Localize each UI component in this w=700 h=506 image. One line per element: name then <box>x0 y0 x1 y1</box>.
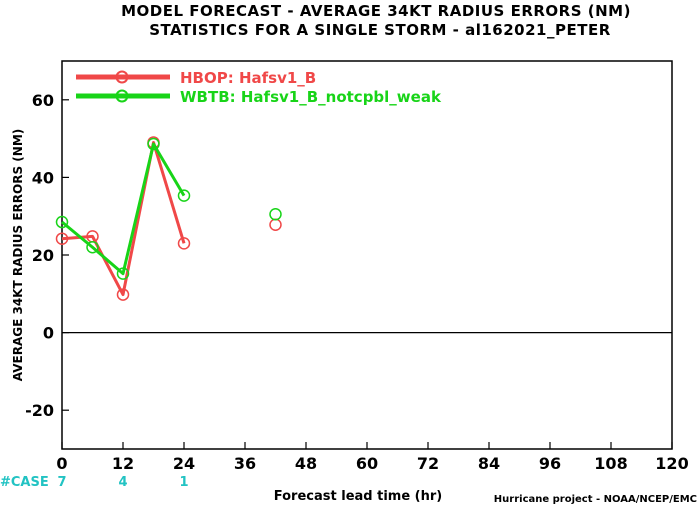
y-tick-label: -20 <box>25 401 54 420</box>
legend: HBOP: Hafsv1_B WBTB: Hafsv1_B_notcpbl_we… <box>76 69 442 106</box>
x-tick-label: 96 <box>539 454 561 473</box>
x-tick-label: 72 <box>417 454 439 473</box>
case-count: 7 <box>57 475 66 490</box>
data-point-wbtb <box>116 267 130 280</box>
case-label: #CASE <box>0 475 49 490</box>
data-point-wbtb <box>269 208 282 221</box>
x-tick-label: 60 <box>356 454 378 473</box>
chart-title: MODEL FORECAST - AVERAGE 34KT RADIUS ERR… <box>121 2 631 20</box>
y-tick-label: 40 <box>32 168 54 187</box>
x-tick-label: 120 <box>655 454 688 473</box>
plot-frame <box>61 60 673 450</box>
data-point-wbtb <box>86 240 99 254</box>
series-layer <box>55 136 282 301</box>
data-point-hbop <box>177 237 191 250</box>
legend-label-hbop: HBOP: Hafsv1_B <box>180 69 316 87</box>
series-line-wbtb <box>61 142 186 276</box>
legend-label-wbtb: WBTB: Hafsv1_B_notcpbl_weak <box>180 88 442 106</box>
case-counts: 7 4 1 <box>57 475 188 490</box>
data-point-hbop <box>55 232 69 245</box>
case-count: 4 <box>118 475 127 490</box>
y-tick-label: 0 <box>43 324 54 343</box>
data-point-wbtb <box>177 189 191 202</box>
x-tick-label: 84 <box>478 454 500 473</box>
y-tick-label: 60 <box>32 91 54 110</box>
y-axis-label: AVERAGE 34KT RADIUS ERRORS (NM) <box>11 129 25 381</box>
y-axis-ticks: -20 0 20 40 60 <box>25 91 69 420</box>
credit-text: Hurricane project - NOAA/NCEP/EMC <box>494 494 697 505</box>
y-tick-label: 20 <box>32 246 54 265</box>
data-point-wbtb <box>147 137 160 151</box>
x-axis-ticks: 0 12 24 36 48 60 72 84 96 108 120 <box>56 442 689 473</box>
x-axis-label: Forecast lead time (hr) <box>274 489 442 504</box>
data-point-hbop <box>116 288 130 301</box>
legend-marker-hbop <box>115 70 129 84</box>
x-tick-label: 24 <box>173 454 195 473</box>
x-tick-label: 12 <box>112 454 134 473</box>
x-tick-label: 0 <box>56 454 67 473</box>
x-tick-label: 36 <box>234 454 256 473</box>
data-point-wbtb <box>55 215 69 229</box>
chart-subtitle: STATISTICS FOR A SINGLE STORM - al162021… <box>149 21 611 39</box>
x-tick-label: 108 <box>594 454 627 473</box>
case-count: 1 <box>179 475 188 490</box>
x-tick-label: 48 <box>295 454 317 473</box>
data-point-hbop <box>269 218 282 231</box>
legend-marker-wbtb <box>115 89 129 103</box>
